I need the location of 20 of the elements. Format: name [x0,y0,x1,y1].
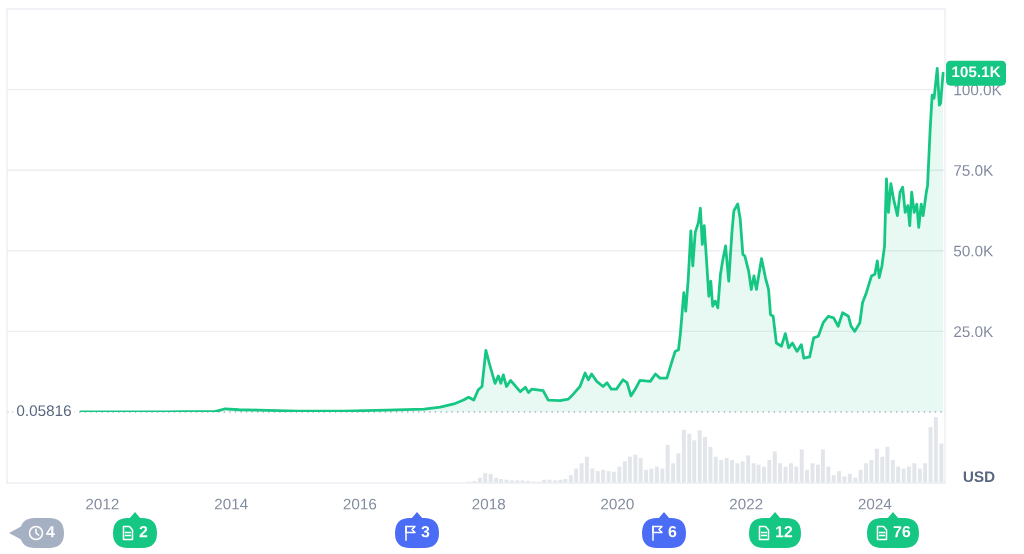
y-tick-label: 100.0K [954,84,1002,96]
x-tick-label: 2012 [86,498,119,510]
y-tick-label: 50.0K [953,245,994,257]
text: 4 [46,526,55,538]
text: 6 [668,525,677,538]
x-tick-label: 2016 [343,498,377,510]
x-tick-label: 2018 [472,498,506,510]
text: 2 [139,525,148,538]
text: 76 [893,525,911,538]
annotation: 105.1K [952,66,1001,78]
text: 3 [421,525,430,538]
x-tick-label: 2024 [858,498,892,510]
x-tick-label: 2014 [214,498,248,510]
x-tick-label: 2022 [729,498,763,510]
y-tick-label: 75.0K [954,165,994,176]
text: 12 [776,525,793,538]
y-tick-label: 25.0K [954,326,994,338]
ref-line-label: 0.05816 [16,405,71,417]
y-axis-title: USD [963,471,995,483]
x-tick-label: 2020 [601,498,634,510]
